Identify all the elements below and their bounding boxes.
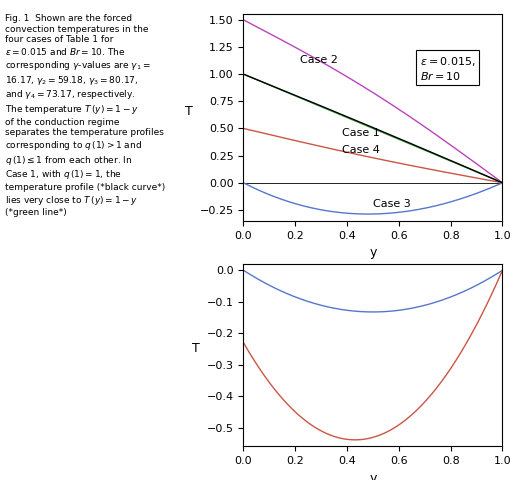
X-axis label: y: y — [369, 246, 377, 259]
Text: $\varepsilon = 0.015,$
$Br = 10$: $\varepsilon = 0.015,$ $Br = 10$ — [420, 55, 476, 82]
Text: Case 1: Case 1 — [342, 128, 380, 138]
Text: Case 3: Case 3 — [373, 199, 411, 209]
Text: Case 4: Case 4 — [342, 145, 380, 156]
Text: Fig. 1  Shown are the forced
convection temperatures in the
four cases of Table : Fig. 1 Shown are the forced convection t… — [5, 14, 165, 217]
Y-axis label: T: T — [184, 105, 192, 118]
X-axis label: y: y — [369, 472, 377, 480]
Y-axis label: T: T — [192, 342, 199, 355]
Text: Case 2: Case 2 — [300, 55, 338, 65]
